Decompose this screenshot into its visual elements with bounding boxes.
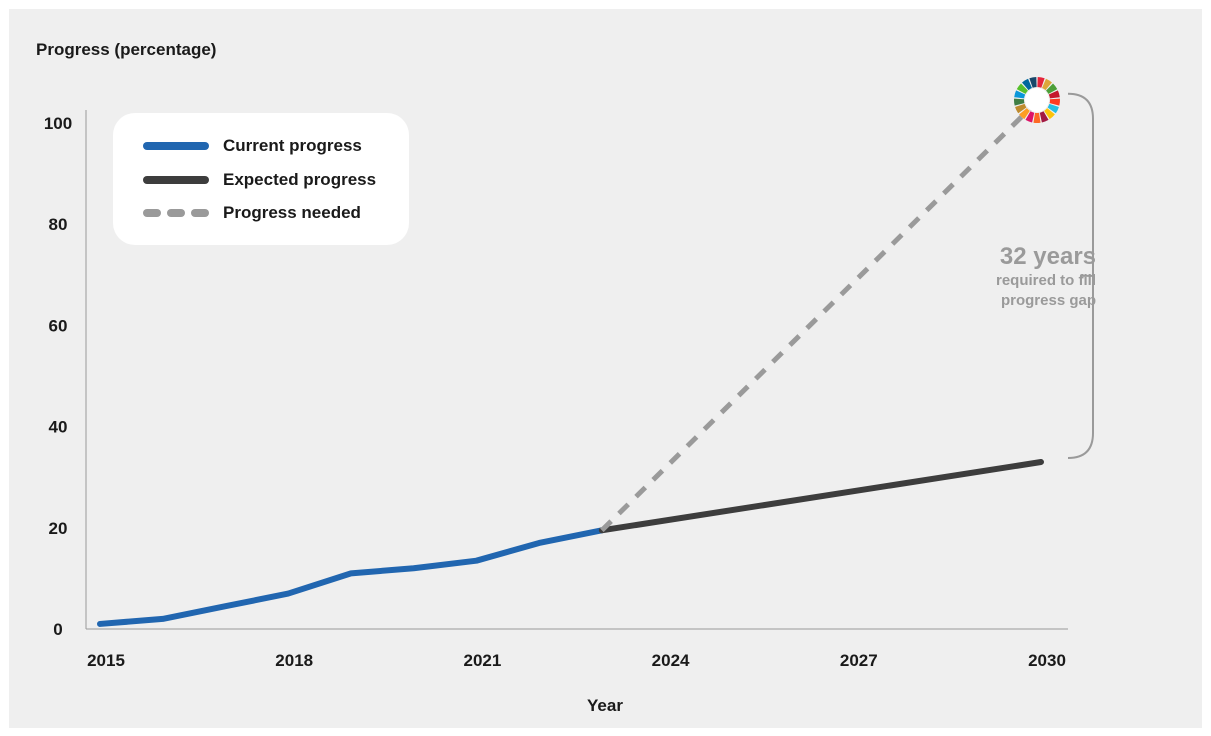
y-axis-title: Progress (percentage): [36, 40, 216, 60]
x-tick-label-2021: 2021: [463, 651, 501, 670]
x-tick-label-2024: 2024: [652, 651, 690, 670]
series-line-1: [602, 462, 1041, 530]
legend: Current progress Expected progress Progr…: [113, 113, 409, 245]
gap-annotation-line2: progress gap: [996, 291, 1096, 311]
x-tick-label-2015: 2015: [87, 651, 125, 670]
sdg-wheel-segment-8: [1033, 113, 1040, 123]
sdg-wheel-center: [1025, 88, 1049, 112]
x-axis-title: Year: [587, 696, 623, 716]
series-line-0: [100, 530, 602, 624]
gap-annotation: 32 years required to fill progress gap: [996, 243, 1096, 311]
legend-item-needed: Progress needed: [143, 201, 361, 225]
x-tick-label-2027: 2027: [840, 651, 878, 670]
legend-item-expected: Expected progress: [143, 168, 376, 192]
y-tick-label-0: 0: [53, 620, 62, 639]
y-tick-label-80: 80: [49, 215, 68, 234]
legend-label-needed: Progress needed: [223, 203, 361, 223]
y-tick-label-20: 20: [49, 519, 68, 538]
gap-annotation-line1: required to fill: [996, 271, 1096, 291]
legend-item-current: Current progress: [143, 134, 362, 158]
y-tick-label-40: 40: [49, 418, 68, 437]
y-tick-label-100: 100: [44, 114, 72, 133]
legend-label-expected: Expected progress: [223, 170, 376, 190]
series-line-2: [602, 98, 1041, 531]
legend-label-current: Current progress: [223, 136, 362, 156]
gap-annotation-headline: 32 years: [996, 243, 1096, 271]
legend-swatch-needed: [143, 209, 209, 217]
legend-swatch-expected: [143, 176, 209, 184]
y-tick-label-60: 60: [49, 316, 68, 335]
x-tick-label-2018: 2018: [275, 651, 313, 670]
legend-swatch-current: [143, 142, 209, 150]
x-tick-label-2030: 2030: [1028, 651, 1066, 670]
